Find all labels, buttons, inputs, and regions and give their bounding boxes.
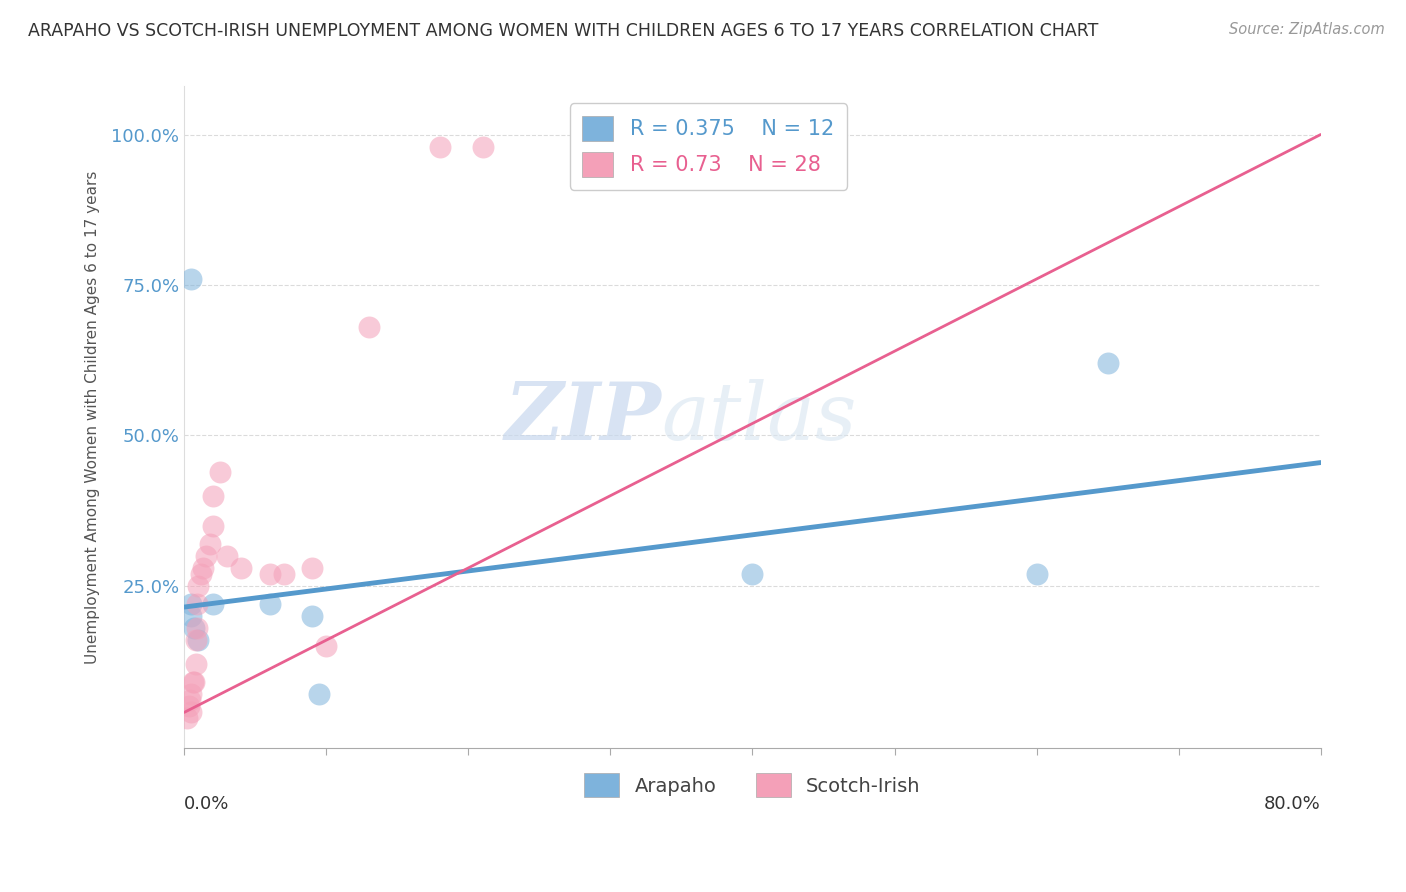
- Point: [259, 597, 281, 611]
- Point: [201, 597, 224, 611]
- Text: Source: ZipAtlas.com: Source: ZipAtlas.com: [1229, 22, 1385, 37]
- Point: [186, 597, 208, 611]
- Text: ZIP: ZIP: [505, 379, 662, 456]
- Legend: Arapaho, Scotch-Irish: Arapaho, Scotch-Irish: [576, 765, 928, 805]
- Point: [315, 639, 337, 653]
- Point: [187, 579, 209, 593]
- Point: [1025, 566, 1047, 581]
- Point: [229, 561, 252, 575]
- Point: [215, 549, 238, 563]
- Point: [201, 489, 224, 503]
- Point: [208, 465, 231, 479]
- Point: [429, 139, 451, 153]
- Point: [301, 561, 323, 575]
- Point: [273, 566, 295, 581]
- Point: [184, 633, 207, 648]
- Point: [180, 272, 202, 286]
- Text: 80.0%: 80.0%: [1264, 795, 1320, 813]
- Point: [177, 699, 200, 714]
- Point: [194, 549, 217, 563]
- Point: [308, 687, 330, 701]
- Point: [187, 633, 209, 648]
- Point: [301, 609, 323, 624]
- Point: [180, 597, 202, 611]
- Point: [180, 706, 202, 720]
- Text: ARAPAHO VS SCOTCH-IRISH UNEMPLOYMENT AMONG WOMEN WITH CHILDREN AGES 6 TO 17 YEAR: ARAPAHO VS SCOTCH-IRISH UNEMPLOYMENT AMO…: [28, 22, 1098, 40]
- Point: [179, 693, 201, 707]
- Point: [180, 687, 202, 701]
- Point: [741, 566, 763, 581]
- Point: [357, 320, 380, 334]
- Point: [201, 518, 224, 533]
- Point: [176, 711, 198, 725]
- Text: atlas: atlas: [662, 379, 856, 456]
- Point: [471, 139, 494, 153]
- Point: [184, 657, 207, 672]
- Point: [186, 621, 208, 635]
- Text: 0.0%: 0.0%: [184, 795, 229, 813]
- Point: [180, 609, 202, 624]
- Point: [259, 566, 281, 581]
- Point: [1097, 356, 1119, 370]
- Point: [183, 621, 205, 635]
- Point: [198, 537, 221, 551]
- Point: [181, 675, 204, 690]
- Y-axis label: Unemployment Among Women with Children Ages 6 to 17 years: Unemployment Among Women with Children A…: [86, 170, 100, 665]
- Point: [183, 675, 205, 690]
- Point: [191, 561, 214, 575]
- Point: [190, 566, 212, 581]
